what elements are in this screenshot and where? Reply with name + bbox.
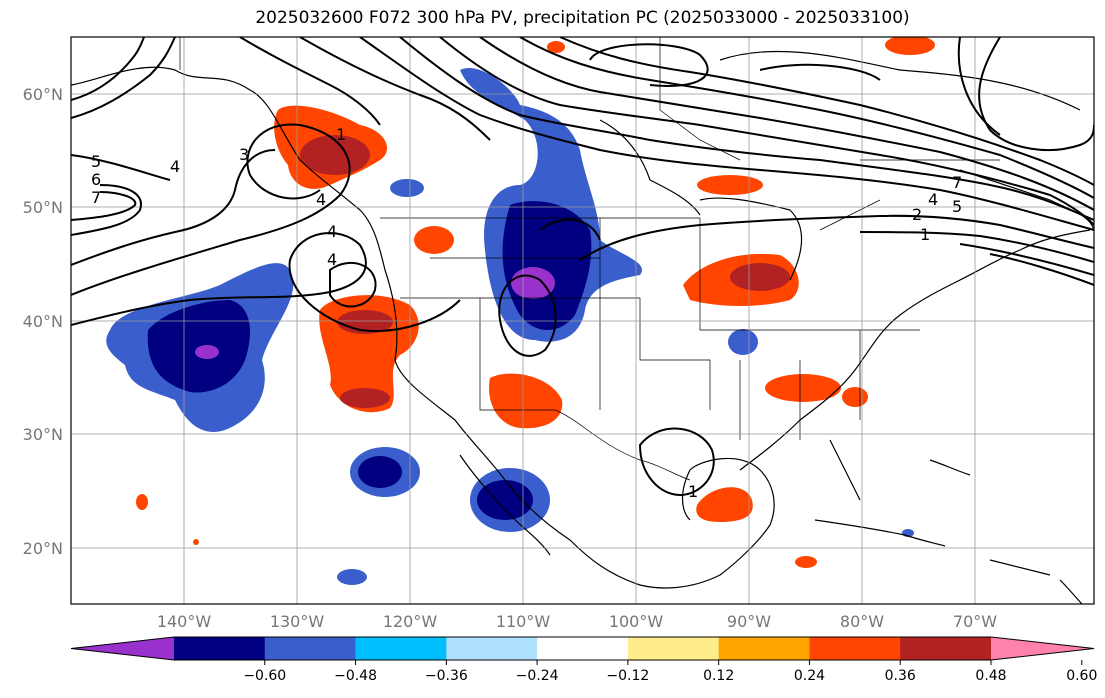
lon-label: 130°W	[270, 612, 325, 631]
lat-label: 50°N	[23, 198, 63, 217]
map-frame	[70, 36, 1095, 605]
colorbar-segment	[537, 637, 629, 660]
lat-label: 20°N	[23, 539, 63, 558]
colorbar-segment	[718, 637, 810, 660]
lat-label: 40°N	[23, 312, 63, 331]
longitude-labels: 140°W 130°W 120°W 110°W 100°W 90°W 80°W …	[157, 612, 997, 631]
colorbar-tick-label: 0.60	[1066, 668, 1097, 684]
contour-label: 5	[91, 152, 101, 171]
colorbar-tick-label: −0.36	[425, 668, 468, 684]
contour-label: 5	[952, 197, 962, 216]
colorbar-tick-label: 0.12	[703, 668, 734, 684]
contour-label: 4	[316, 190, 326, 209]
colorbar: −0.60 −0.48 −0.36 −0.24 −0.12 0.12 0.24 0.36 0.4…	[70, 636, 1097, 684]
contour-label: 2	[912, 205, 922, 224]
colorbar-extend-high	[991, 637, 1094, 660]
colorbar-tick-label: −0.60	[243, 668, 286, 684]
contour-label: 4	[170, 157, 180, 176]
colorbar-extend-low	[71, 637, 174, 660]
contour-labels: 1 3 4 5 6 7 4 4 4 1 4 5 7 2 1	[91, 125, 962, 501]
contour-label: 4	[928, 190, 938, 209]
lon-label: 80°W	[840, 612, 884, 631]
contour-label: 1	[336, 125, 346, 144]
contour-label: 4	[327, 250, 337, 269]
contour-label: 6	[91, 170, 101, 189]
lat-label: 30°N	[23, 425, 63, 444]
colorbar-tick-label: −0.24	[516, 668, 559, 684]
colorbar-tick-label: −0.12	[606, 668, 649, 684]
colorbar-tick-label: 0.24	[794, 668, 825, 684]
colorbar-segment	[355, 637, 447, 660]
lon-label: 100°W	[609, 612, 664, 631]
lon-label: 120°W	[383, 612, 438, 631]
contour-label: 4	[327, 222, 337, 241]
latitude-labels: 60°N 50°N 40°N 30°N 20°N	[23, 85, 63, 558]
graticule	[71, 37, 1094, 604]
lon-label: 110°W	[496, 612, 551, 631]
colorbar-segment	[174, 637, 266, 660]
colorbar-tick-label: −0.48	[334, 668, 377, 684]
lat-label: 60°N	[23, 85, 63, 104]
colorbar-tick-label: 0.48	[975, 668, 1006, 684]
colorbar-tick-label: 0.36	[885, 668, 916, 684]
pv-contours	[71, 37, 1094, 497]
colorbar-segment	[446, 637, 538, 660]
colorbar-segment	[900, 637, 992, 660]
lon-label: 90°W	[727, 612, 771, 631]
colorbar-segment	[809, 637, 901, 660]
map-title: 2025032600 F072 300 hPa PV, precipitatio…	[255, 8, 910, 28]
contour-label: 7	[91, 188, 101, 207]
contour-label: 1	[920, 225, 930, 244]
contour-label: 1	[688, 482, 698, 501]
lon-label: 70°W	[953, 612, 997, 631]
lon-label: 140°W	[157, 612, 212, 631]
contour-label: 7	[952, 173, 962, 192]
colorbar-outline	[70, 636, 1095, 661]
colorbar-segment	[264, 637, 357, 660]
colorbar-segment	[627, 637, 720, 660]
contour-label: 3	[239, 145, 249, 164]
